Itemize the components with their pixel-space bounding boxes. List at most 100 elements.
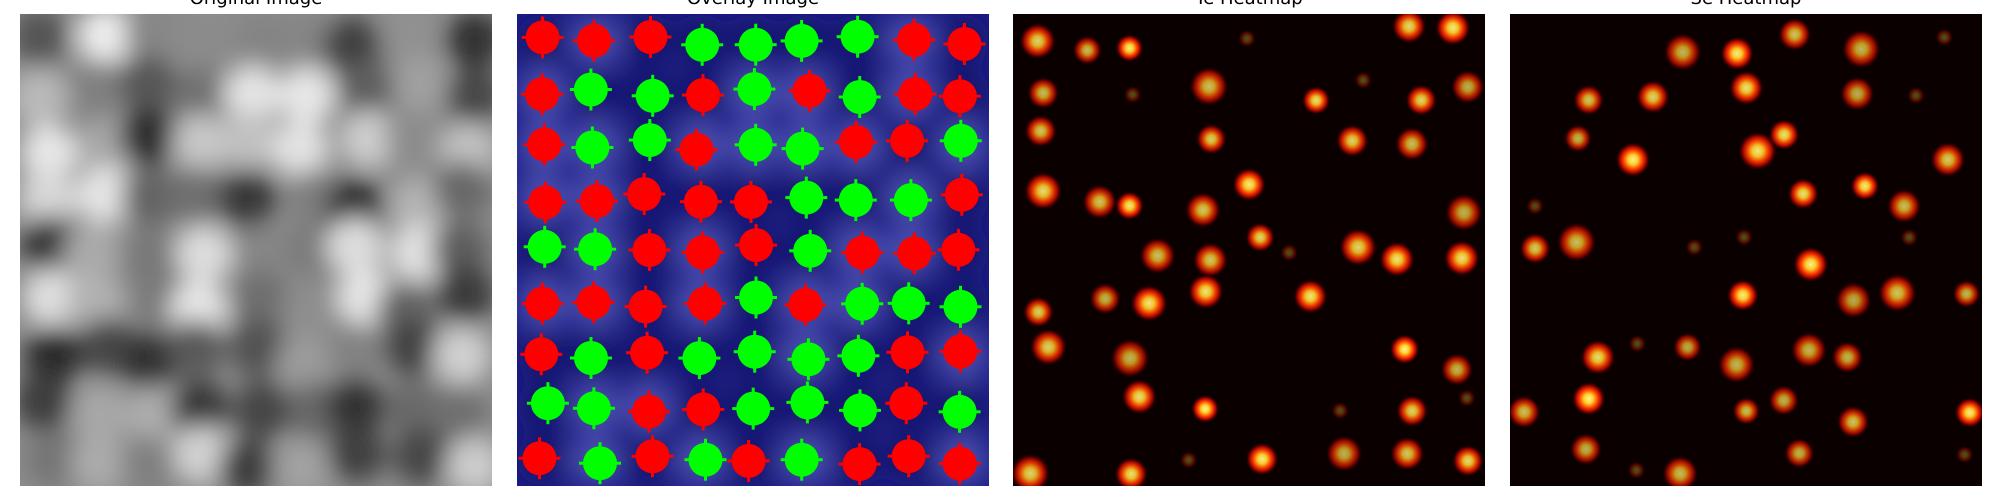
te-marker [886, 331, 929, 374]
original-blob [383, 380, 442, 439]
se-marker [780, 438, 823, 481]
te-heatmap-peak [1139, 237, 1176, 275]
te-heatmap-peak [1280, 243, 1299, 262]
te-marker [521, 16, 564, 59]
original-blob [20, 68, 69, 127]
se-marker [735, 276, 777, 319]
original-blob [379, 14, 438, 62]
se-heatmap-peak [1886, 188, 1922, 224]
se-marker [834, 179, 877, 222]
se-marker [889, 179, 932, 222]
te-marker [627, 390, 670, 433]
se-heatmap-peak [1717, 345, 1756, 384]
se-marker [572, 387, 615, 430]
se-marker [789, 229, 832, 272]
te-marker [940, 173, 983, 216]
te-heatmap-peak [1029, 328, 1068, 366]
se-marker [734, 23, 777, 66]
se-heatmap-peak [1571, 381, 1606, 416]
te-heatmap-peak [1082, 184, 1118, 220]
te-marker [681, 231, 724, 274]
te-heatmap-peak [1301, 86, 1331, 115]
se-marker [678, 337, 721, 380]
te-heatmap-panel: Te Heatmap [1013, 0, 1485, 486]
te-marker [675, 128, 718, 171]
original-blob [323, 16, 382, 75]
original-blob [62, 224, 121, 283]
te-heatmap-peak [1195, 123, 1227, 155]
se-heatmap-peak [1768, 384, 1800, 416]
te-marker [886, 119, 929, 162]
te-heatmap-peak [1238, 29, 1256, 48]
original-blob [20, 124, 78, 183]
se-marker [780, 19, 823, 62]
original-blob [218, 438, 277, 486]
se-marker [785, 176, 828, 219]
se-marker [887, 282, 930, 325]
se-marker [786, 381, 829, 424]
se-marker [733, 68, 776, 111]
se-heatmap-peak [1663, 32, 1702, 72]
te-marker [682, 388, 725, 431]
original-blob [168, 14, 227, 69]
te-heatmap-peak [1452, 444, 1484, 477]
se-marker [579, 442, 621, 485]
te-marker [937, 228, 980, 271]
te-heatmap-peak [1179, 451, 1198, 469]
se-heatmap-peak [1768, 119, 1800, 151]
panel-title-se-heatmap: Se Heatmap [1510, 0, 1982, 10]
se-marker [631, 74, 674, 117]
original-blob [232, 270, 290, 329]
se-heatmap-peak [1907, 86, 1925, 105]
panel-title-overlay: Overlay Image [517, 0, 989, 10]
original-blob [166, 319, 225, 377]
original-blob [327, 323, 385, 381]
te-marker [838, 443, 881, 486]
se-heatmap-peak [1615, 142, 1651, 178]
se-heatmap-peak [1841, 29, 1881, 69]
te-marker [735, 224, 778, 267]
se-heatmap-peak [1835, 281, 1872, 319]
se-heatmap-peak [1831, 341, 1864, 374]
se-heatmap-peak [1935, 28, 1954, 47]
original-blob [119, 107, 178, 165]
se-marker [733, 330, 776, 373]
se-heatmap-peak [1720, 36, 1755, 71]
se-heatmap-peak [1787, 178, 1819, 210]
te-heatmap-peak [1331, 401, 1350, 420]
se-heatmap-peak [1900, 228, 1919, 247]
se-marker [839, 389, 881, 432]
original-blob [70, 384, 128, 443]
te-heatmap-peak [1293, 279, 1328, 314]
original-blob [229, 319, 287, 378]
original-blob [271, 120, 329, 178]
original-blob [392, 56, 451, 114]
se-heatmap-peak [1790, 331, 1828, 369]
se-marker [681, 23, 724, 66]
original-blob [437, 265, 492, 323]
te-heatmap-peak [1354, 71, 1373, 90]
original-blob [119, 55, 177, 113]
original-blob [120, 331, 179, 390]
original-blob [77, 14, 135, 65]
se-marker [787, 338, 830, 381]
te-marker [893, 232, 936, 275]
te-marker [573, 19, 616, 62]
original-blob [389, 177, 448, 235]
te-marker [938, 75, 981, 118]
original-blob [172, 425, 231, 484]
te-marker [521, 73, 564, 116]
te-heatmap-peak [1013, 453, 1051, 486]
te-heatmap-peak [1184, 191, 1222, 229]
original-blob [445, 66, 492, 124]
te-heatmap-peak [1435, 14, 1471, 46]
se-marker [732, 387, 775, 430]
original-image [20, 14, 492, 486]
se-marker [570, 337, 612, 379]
te-heatmap-peak [1187, 273, 1224, 310]
se-heatmap-peak [1726, 279, 1759, 312]
se-heatmap-peak [1519, 232, 1551, 265]
te-marker [628, 229, 671, 271]
te-heatmap-peak [1443, 240, 1480, 277]
te-marker [885, 382, 928, 425]
